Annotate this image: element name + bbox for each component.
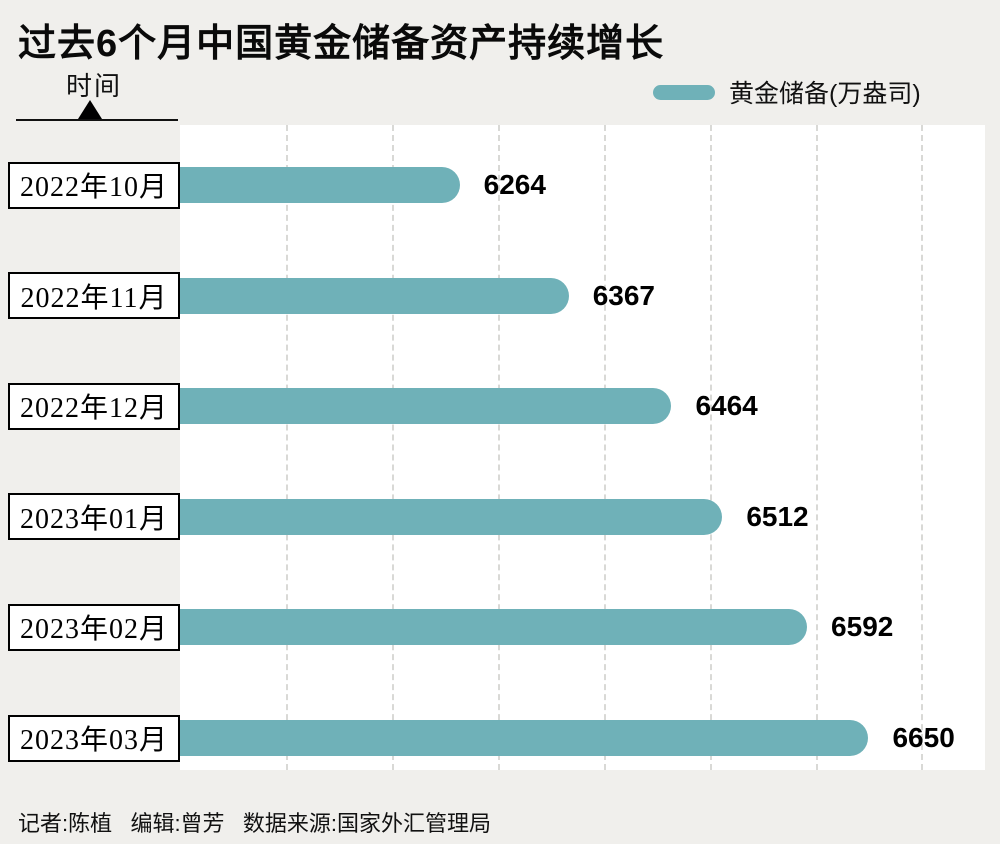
time-axis-label: 时间 — [66, 71, 123, 101]
value-label: 6512 — [746, 500, 809, 532]
value-label: 6650 — [892, 722, 955, 753]
legend-swatch — [653, 84, 715, 100]
gridline — [921, 125, 924, 770]
chart-row: 2022年10月 6264 — [8, 130, 985, 240]
category-label: 2022年12月 — [8, 382, 180, 430]
footer-credits: 记者:陈植 编辑:曾芳 数据来源:国家外汇管理局 — [18, 811, 492, 836]
category-label: 2022年10月 — [8, 161, 180, 209]
gridline — [709, 125, 712, 770]
chart-title: 过去6个月中国黄金储备资产持续增长 — [18, 23, 665, 65]
chart-row: 2023年02月 6592 — [8, 572, 985, 682]
bar — [180, 720, 869, 756]
gridline — [285, 125, 288, 770]
value-label: 6264 — [483, 169, 546, 200]
legend: 黄金储备(万盎司) — [653, 74, 921, 110]
axis-arrow-up-icon — [78, 100, 102, 119]
bar — [180, 498, 723, 535]
chart-row: 2022年12月 6464 — [8, 351, 985, 461]
category-label: 2022年11月 — [8, 272, 180, 320]
bar — [180, 609, 808, 646]
chart-row: 2023年01月 6512 — [8, 462, 985, 572]
bar — [180, 167, 460, 203]
legend-label: 黄金储备(万盎司) — [729, 80, 921, 108]
axis-baseline — [16, 119, 178, 121]
bar — [180, 277, 569, 314]
value-label: 6592 — [831, 611, 894, 643]
value-label: 6464 — [695, 390, 758, 422]
category-label: 2023年02月 — [8, 603, 180, 651]
gridline — [391, 125, 394, 770]
chart-row: 2022年11月 6367 — [8, 241, 985, 351]
bar — [180, 388, 672, 425]
gridline — [815, 125, 818, 770]
chart-row: 2023年03月 6650 — [8, 683, 985, 793]
gridline — [603, 125, 606, 770]
plot-area — [180, 125, 985, 770]
category-label: 2023年01月 — [8, 493, 180, 541]
value-label: 6367 — [592, 279, 656, 311]
gridline — [497, 125, 500, 770]
category-label: 2023年03月 — [8, 714, 180, 762]
